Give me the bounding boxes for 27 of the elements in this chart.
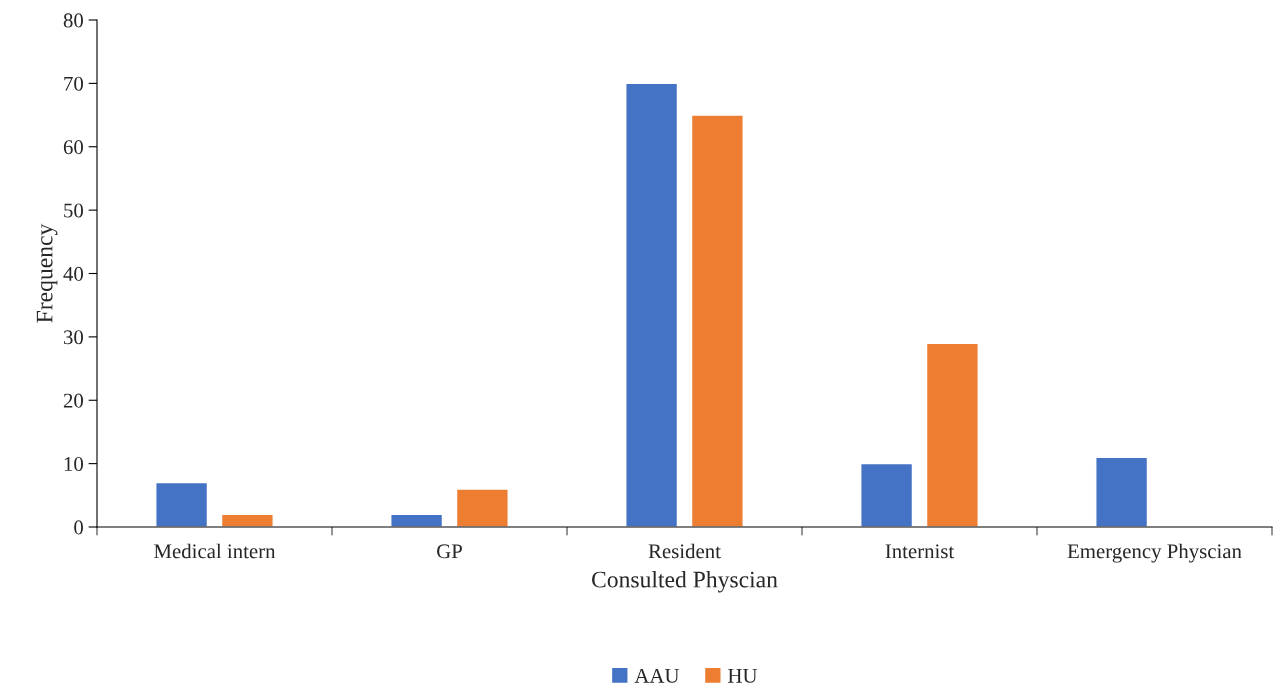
bar [1095,456,1149,527]
legend-label: HU [728,669,758,683]
bar [155,481,209,527]
legend-label: AAU [634,668,680,683]
y-tick-label: 20 [63,393,84,408]
x-tick-label: Resident [648,543,721,559]
y-axis-title: Frequency [36,223,58,323]
y-tick-label: 70 [64,76,84,91]
bar [390,513,444,527]
bar [625,82,679,527]
x-tick-label: Internist [885,544,955,559]
bar [455,488,509,527]
y-tick-label: 30 [63,330,84,345]
y-tick-label: 50 [64,203,84,218]
x-tick-label: Medical intern [154,543,276,559]
y-tick-label: 0 [74,520,84,535]
y-tick-label: 10 [64,457,84,472]
y-tick-label: 60 [63,140,84,155]
y-tick-label: 80 [63,13,84,28]
x-tick-label: GP [437,544,462,559]
y-tick-label: 40 [63,266,84,281]
x-tick-label: Emergency Physcian [1067,543,1242,563]
bar [220,513,274,527]
bar [690,114,744,527]
x-axis-title: Consulted Physcian [592,570,778,593]
bar [860,462,914,527]
bar [925,342,979,527]
